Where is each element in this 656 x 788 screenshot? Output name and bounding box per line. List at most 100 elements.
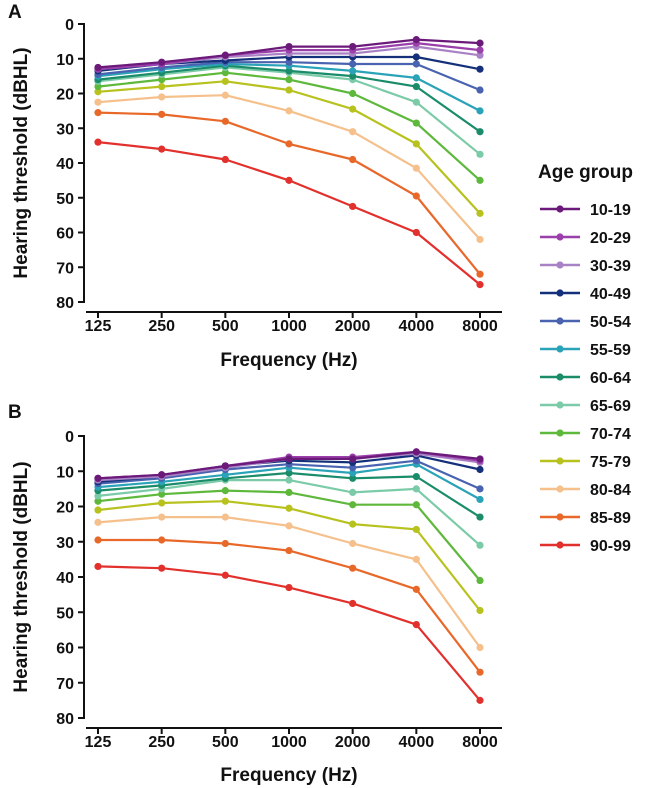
data-point <box>285 67 293 75</box>
y-tick-label: 60 <box>56 641 74 658</box>
data-point <box>285 476 293 484</box>
data-point <box>412 164 420 172</box>
data-point <box>158 564 166 572</box>
data-point <box>412 448 420 456</box>
data-point <box>94 492 102 500</box>
data-point <box>158 536 166 544</box>
series-90-99 <box>94 138 484 289</box>
y-tick-label: 20 <box>56 500 74 517</box>
data-point <box>412 472 420 481</box>
data-point <box>476 209 484 217</box>
data-point <box>349 474 357 482</box>
legend-swatch-marker <box>556 345 564 353</box>
data-point <box>349 469 357 477</box>
data-point <box>158 58 166 66</box>
series-85-89 <box>94 109 484 278</box>
series-75-79 <box>94 77 484 217</box>
legend-label: 40-49 <box>590 286 631 303</box>
data-point <box>285 86 293 94</box>
y-tick-label: 20 <box>56 87 74 104</box>
series-10-19 <box>94 448 484 482</box>
data-point <box>221 51 229 59</box>
legend-label: 80-84 <box>590 482 631 499</box>
data-point <box>221 487 229 495</box>
data-point <box>476 176 484 184</box>
data-point <box>412 53 420 61</box>
data-point <box>349 89 357 98</box>
y-tick-label: 80 <box>56 295 74 312</box>
y-tick-label: 50 <box>56 605 74 622</box>
legend-item: 65-69 <box>540 398 631 415</box>
data-point <box>349 72 357 80</box>
legend-swatch-marker <box>556 457 564 465</box>
x-tick-label: 8000 <box>462 734 498 751</box>
data-point <box>476 65 484 73</box>
panel-a-chart: A 0 10 20 30 40 50 60 70 80 125 250 500 1000 2000 4000 8… <box>8 2 502 371</box>
data-point <box>285 176 293 184</box>
data-point <box>221 539 229 548</box>
y-tick-label: 10 <box>56 52 74 69</box>
data-point <box>349 501 357 509</box>
data-point <box>94 88 102 96</box>
legend-label: 55-59 <box>590 342 631 359</box>
y-tick-label: 40 <box>56 570 74 587</box>
data-point <box>412 60 420 68</box>
data-point <box>412 140 420 148</box>
legend-label: 30-39 <box>590 258 631 275</box>
data-point <box>476 128 484 136</box>
legend-label: 20-29 <box>590 230 631 247</box>
data-point <box>158 82 166 91</box>
data-point <box>285 455 293 463</box>
data-point <box>476 46 484 54</box>
series-line <box>97 141 481 286</box>
data-point <box>412 555 420 563</box>
x-tick-label: 250 <box>148 318 175 335</box>
legend-label: 50-54 <box>590 314 631 331</box>
data-point <box>476 606 484 615</box>
legend-swatch-marker <box>556 373 564 381</box>
data-point <box>158 110 166 118</box>
data-point <box>221 69 229 77</box>
data-point <box>476 455 484 463</box>
y-tick-label: 30 <box>56 121 74 138</box>
data-point <box>476 696 484 704</box>
data-point <box>476 270 484 278</box>
data-point <box>412 192 420 200</box>
data-point <box>349 128 357 136</box>
data-point <box>349 105 357 113</box>
legend-swatch-marker <box>556 541 564 549</box>
y-tick-label: 10 <box>56 464 74 481</box>
legend-swatch-marker <box>556 261 564 269</box>
data-point <box>158 76 166 84</box>
legend-label: 75-79 <box>590 454 631 471</box>
data-point <box>94 138 102 146</box>
data-point <box>349 155 357 164</box>
data-point <box>476 495 484 504</box>
panel-label: A <box>8 2 22 23</box>
legend-item: 70-74 <box>540 426 631 443</box>
data-point <box>476 86 484 94</box>
data-point <box>94 506 102 514</box>
legend-label: 85-89 <box>590 510 631 527</box>
series-line <box>97 94 481 241</box>
legend-swatch-marker <box>556 429 564 437</box>
data-point <box>94 82 102 91</box>
series-90-99 <box>94 562 484 704</box>
legend-item: 50-54 <box>540 314 631 331</box>
y-tick-label: 30 <box>56 535 74 552</box>
data-point <box>476 485 484 493</box>
data-point <box>476 668 484 676</box>
data-point <box>158 145 166 153</box>
data-point <box>412 485 420 493</box>
data-point <box>94 536 102 544</box>
data-point <box>221 155 229 164</box>
data-point <box>94 497 102 505</box>
data-point <box>476 150 484 158</box>
data-point <box>349 488 357 496</box>
data-point <box>94 518 102 526</box>
data-point <box>158 93 166 101</box>
y-tick-label: 70 <box>56 260 74 277</box>
data-point <box>412 98 420 106</box>
data-point <box>349 202 357 211</box>
data-point <box>476 39 484 47</box>
